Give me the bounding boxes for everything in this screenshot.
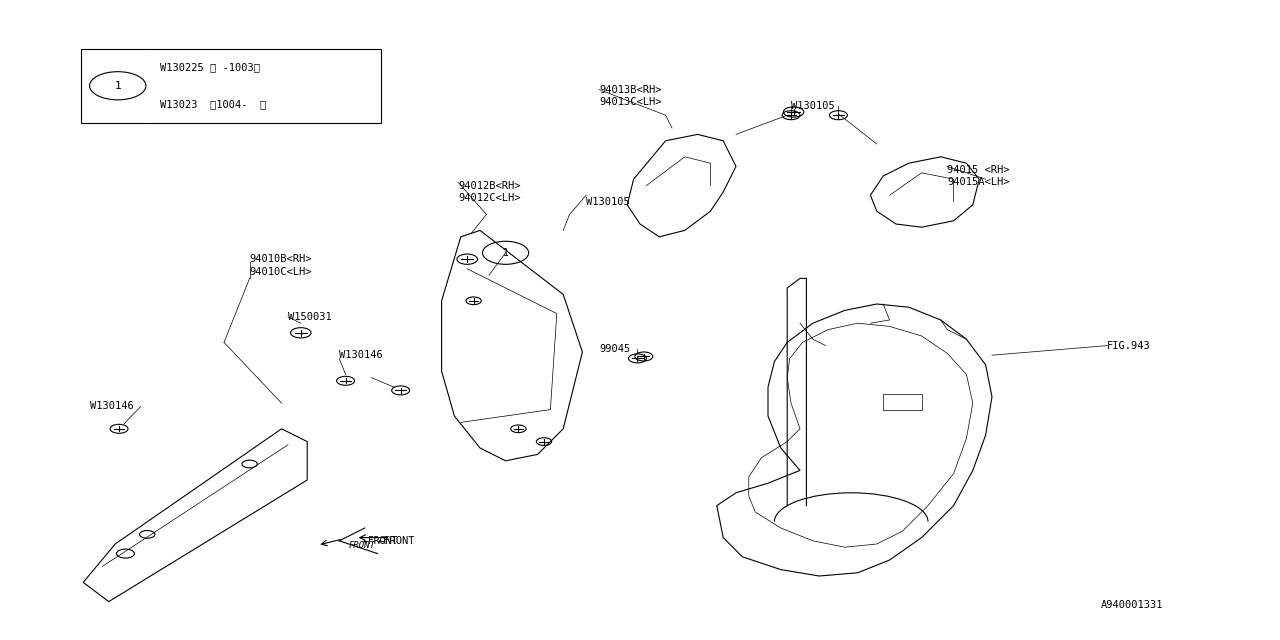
Text: W130105: W130105 [791,100,835,111]
Text: 94013C<LH>: 94013C<LH> [599,97,662,108]
Text: 99045: 99045 [599,344,630,354]
Text: W130146: W130146 [90,401,133,412]
Text: 94010B<RH>: 94010B<RH> [250,254,312,264]
Text: W150031: W150031 [288,312,332,322]
Text: 94015 <RH>: 94015 <RH> [947,164,1010,175]
Text: 94013B<RH>: 94013B<RH> [599,84,662,95]
Text: A940001331: A940001331 [1101,600,1164,610]
Text: FIG.943: FIG.943 [1107,340,1151,351]
Text: ←FRONT: ←FRONT [362,536,398,546]
Text: FRONT: FRONT [348,541,375,550]
Text: W13023  〈1004-  〉: W13023 〈1004- 〉 [160,99,266,109]
Text: 1: 1 [503,248,508,258]
FancyBboxPatch shape [81,49,381,123]
Text: W130225 〈 -1003〉: W130225 〈 -1003〉 [160,62,260,72]
Text: 94015A<LH>: 94015A<LH> [947,177,1010,188]
FancyBboxPatch shape [883,394,922,410]
Text: ←FRONT: ←FRONT [378,536,415,546]
Text: 94010C<LH>: 94010C<LH> [250,267,312,277]
Text: W130146: W130146 [339,350,383,360]
Text: W130105: W130105 [586,196,630,207]
Text: 94012C<LH>: 94012C<LH> [458,193,521,204]
Text: 1: 1 [114,81,122,91]
Text: 94012B<RH>: 94012B<RH> [458,180,521,191]
